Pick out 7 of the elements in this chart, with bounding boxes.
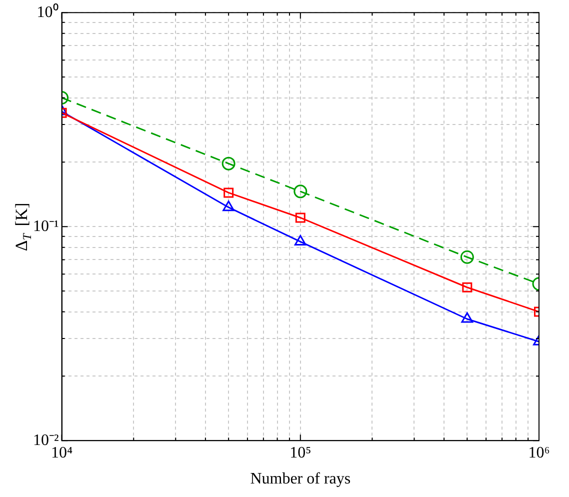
y-tick-label: 10⁻¹ (33, 218, 59, 235)
x-tick-label: 10⁶ (528, 444, 550, 462)
y-tick-label: 10⁰ (36, 2, 59, 21)
x-tick-label: 10⁴ (51, 444, 74, 462)
x-axis-title: Number of rays (250, 470, 351, 488)
x-tick-label: 10⁵ (290, 444, 312, 462)
y-axis-title: ΔT [K] (12, 202, 34, 252)
